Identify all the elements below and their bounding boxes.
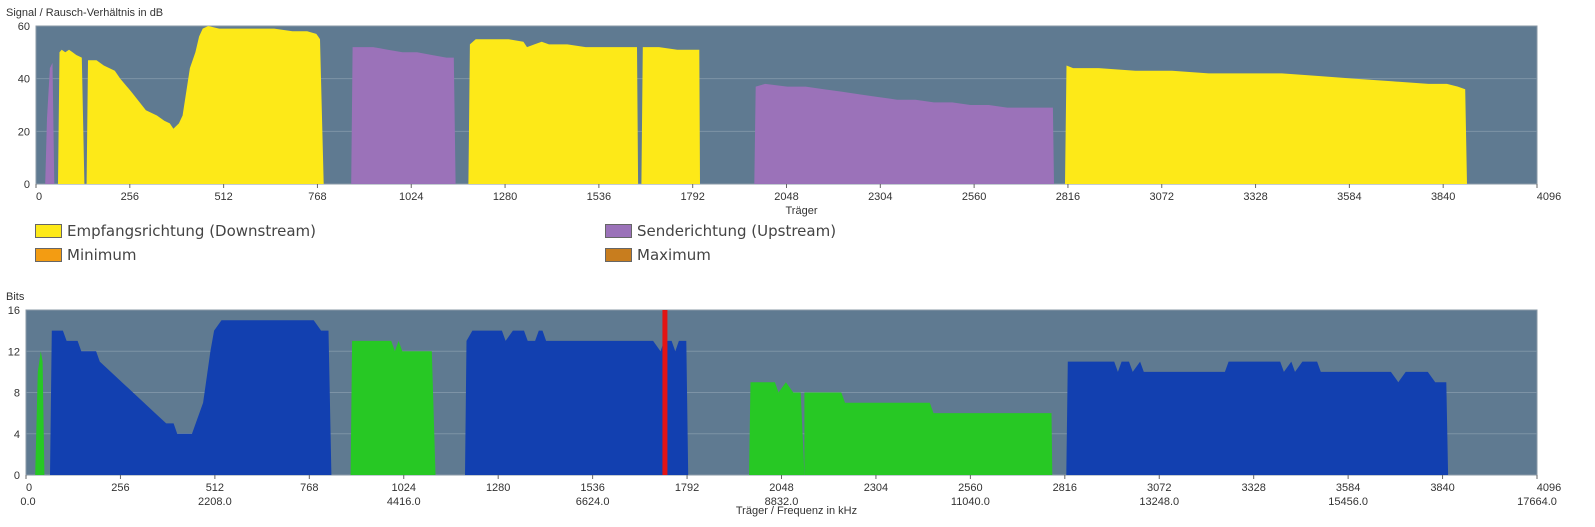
bits-x-tick-label: 256 — [111, 482, 129, 494]
snr-x-axis-label: Träger — [786, 205, 818, 217]
snr-series-area-3 — [86, 26, 324, 184]
legend-upstream-swatch — [605, 224, 632, 238]
bits-marker-line — [662, 310, 668, 475]
bits-y-tick-label: 16 — [8, 305, 20, 317]
bits-khz-tick-label: 2208.0 — [198, 496, 232, 508]
snr-series-area-2 — [58, 49, 85, 185]
bits-x-tick-label: 2048 — [769, 482, 793, 494]
legend-minimum: Minimum — [35, 246, 137, 264]
snr-x-tick-label: 0 — [36, 191, 42, 203]
snr-series-area-8 — [1065, 65, 1467, 184]
snr-x-tick-label: 3840 — [1431, 191, 1455, 203]
bits-khz-tick-label: 0.0 — [20, 496, 35, 508]
bits-series-area-5 — [749, 382, 805, 475]
bits-x-tick-label: 2560 — [958, 482, 982, 494]
snr-x-tick-label: 3328 — [1243, 191, 1267, 203]
snr-series-area-4 — [351, 47, 456, 184]
bits-x-tick-label: 3328 — [1241, 482, 1265, 494]
bits-series-area-2 — [50, 320, 332, 475]
legend-maximum: Maximum — [605, 246, 711, 264]
snr-x-tick-label: 1536 — [587, 191, 611, 203]
legend-upstream-label: Senderichtung (Upstream) — [637, 222, 837, 240]
snr-x-tick-label: 768 — [308, 191, 326, 203]
bits-khz-tick-label: 6624.0 — [576, 496, 610, 508]
bits-y-tick-label: 4 — [14, 429, 20, 441]
snr-y-tick-label: 20 — [18, 126, 30, 138]
legend-minimum-swatch — [35, 248, 62, 262]
bits-khz-tick-label: 17664.0 — [1517, 496, 1557, 508]
legend-downstream: Empfangsrichtung (Downstream) — [35, 222, 316, 240]
snr-x-tick-label: 2816 — [1056, 191, 1080, 203]
bits-x-tick-label: 1024 — [392, 482, 416, 494]
legend-upstream: Senderichtung (Upstream) — [605, 222, 836, 240]
snr-x-tick-label: 1280 — [493, 191, 517, 203]
bits-x-tick-label: 3840 — [1430, 482, 1454, 494]
legend-downstream-label: Empfangsrichtung (Downstream) — [67, 222, 316, 240]
snr-x-tick-label: 2304 — [868, 191, 892, 203]
bits-khz-tick-label: 15456.0 — [1328, 496, 1368, 508]
snr-x-tick-label: 1024 — [399, 191, 423, 203]
bits-khz-tick-label: 11040.0 — [951, 496, 990, 508]
legend-minimum-label: Minimum — [67, 246, 137, 264]
bits-series-area-6 — [804, 392, 1053, 475]
snr-y-tick-label: 60 — [18, 21, 30, 33]
snr-x-tick-label: 2048 — [774, 191, 798, 203]
snr-y-tick-label: 40 — [18, 74, 30, 86]
bits-x-tick-label: 3584 — [1336, 482, 1360, 494]
snr-series-area-5 — [468, 39, 639, 185]
legend-downstream-swatch — [35, 224, 62, 238]
snr-x-tick-label: 1792 — [680, 191, 704, 203]
snr-x-tick-label: 2560 — [962, 191, 986, 203]
bits-series-area-3 — [350, 340, 436, 475]
bits-x-tick-label: 768 — [300, 482, 318, 494]
bits-x-tick-label: 1280 — [486, 482, 510, 494]
bits-y-axis-label: Bits — [6, 291, 25, 303]
snr-x-tick-label: 512 — [214, 191, 232, 203]
bits-x-axis-label: Träger / Frequenz in kHz — [736, 505, 857, 517]
bits-khz-tick-label: 8832.0 — [765, 496, 799, 508]
snr-x-tick-label: 3072 — [1150, 191, 1174, 203]
bits-x-tick-label: 2304 — [864, 482, 888, 494]
bits-khz-tick-label: 13248.0 — [1139, 496, 1179, 508]
bits-series-area-4 — [465, 330, 689, 475]
snr-x-tick-label: 3584 — [1337, 191, 1361, 203]
snr-x-tick-label: 256 — [121, 191, 139, 203]
snr-y-tick-label: 0 — [24, 179, 30, 191]
snr-y-axis-label: Signal / Rausch-Verhältnis in dB — [6, 7, 163, 19]
snr-x-tick-label: 4096 — [1537, 191, 1561, 203]
bits-x-tick-label: 3072 — [1147, 482, 1171, 494]
legend-maximum-swatch — [605, 248, 632, 262]
bits-series-area-7 — [1066, 361, 1449, 475]
bits-x-tick-label: 2816 — [1053, 482, 1077, 494]
snr-series-area-6 — [641, 47, 700, 184]
bits-x-tick-label: 512 — [206, 482, 224, 494]
bits-khz-tick-label: 4416.0 — [387, 496, 421, 508]
bits-y-tick-label: 12 — [8, 346, 20, 358]
bits-y-tick-label: 0 — [14, 470, 20, 482]
bits-x-tick-label: 0 — [26, 482, 32, 494]
bits-x-tick-label: 4096 — [1537, 482, 1561, 494]
snr-series-area-1 — [45, 62, 55, 184]
legend-maximum-label: Maximum — [637, 246, 711, 264]
snr-series-area-7 — [754, 83, 1054, 184]
bits-y-tick-label: 8 — [14, 388, 20, 400]
bits-series-area-1 — [35, 351, 45, 475]
bits-x-tick-label: 1536 — [580, 482, 604, 494]
bits-x-tick-label: 1792 — [675, 482, 699, 494]
